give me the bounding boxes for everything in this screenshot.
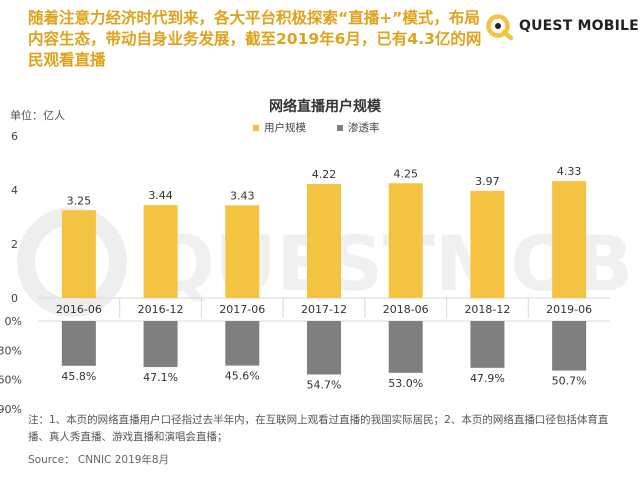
source-line: Source： CNNIC 2019年8月 (28, 454, 170, 466)
quest-mobile-logo-icon (486, 14, 514, 40)
bar-penetration-rate (61, 321, 96, 366)
y-tick-label-lower: 90% (0, 403, 22, 416)
penetration-value-label: 50.7% (552, 375, 587, 388)
bar-user-scale (143, 205, 178, 298)
bar-user-scale (470, 190, 505, 298)
bar-value-label: 3.97 (475, 175, 500, 188)
y-tick-label: 6 (11, 130, 18, 143)
chart-title: 网络直播用户规模 (269, 98, 382, 115)
logo-text: QUEST MOBILE (519, 18, 639, 34)
penetration-value-label: 45.8% (61, 370, 96, 383)
legend-label-1: 用户规模 (264, 121, 306, 134)
penetration-value-label: 54.7% (307, 378, 342, 391)
x-tick-label: 2019-06 (546, 303, 592, 316)
x-tick-label: 2017-06 (219, 303, 265, 316)
x-tick-label: 2016-12 (138, 303, 184, 316)
bar-penetration-rate (552, 321, 587, 371)
bar-penetration-rate (307, 321, 341, 375)
x-tick-label: 2018-06 (383, 303, 429, 316)
y-tick-label-lower: 0% (5, 315, 22, 328)
y-tick-label: 0 (11, 292, 18, 305)
x-tick-label: 2016-06 (56, 303, 102, 316)
legend-label-2: 渗透率 (348, 121, 380, 134)
quest-mobile-logo: QUEST MOBILE (484, 12, 639, 40)
bar-user-scale (388, 183, 423, 298)
bar-user-scale (61, 210, 96, 298)
penetration-value-label: 53.0% (388, 377, 423, 390)
footnote: 注：1、本页的网络直播用户口径指过去半年内，在互联网上观看过直播的我国实际居民；… (28, 414, 609, 443)
penetration-value-label: 47.9% (470, 372, 505, 385)
bar-value-label: 4.22 (312, 168, 337, 181)
bar-penetration-rate (143, 321, 178, 368)
bar-value-label: 3.44 (148, 189, 173, 202)
bar-value-label: 4.25 (393, 167, 418, 180)
bar-penetration-rate (470, 321, 505, 368)
headline: 随着注意力经济时代到来，各大平台积极探索“直播+”模式，布局内容生态，带动自身业… (28, 9, 482, 69)
bar-penetration-rate (388, 321, 423, 373)
y-tick-label: 2 (11, 238, 18, 251)
bar-user-scale (552, 181, 587, 298)
bar-penetration-rate (225, 321, 260, 366)
y-tick-label-lower: 60% (0, 374, 22, 387)
y-tick-label-lower: 30% (0, 344, 22, 357)
bar-user-scale (225, 205, 260, 298)
bar-value-label: 4.33 (557, 165, 582, 178)
bar-user-scale (307, 184, 341, 298)
legend-swatch-1 (253, 125, 259, 131)
penetration-value-label: 47.1% (143, 371, 178, 384)
penetration-value-label: 45.6% (225, 370, 260, 383)
unit-label: 单位：亿人 (10, 108, 65, 122)
bar-value-label: 3.25 (67, 194, 92, 207)
legend-swatch-2 (337, 125, 343, 131)
x-tick-label: 2018-12 (464, 303, 510, 316)
x-tick-label: 2017-12 (301, 303, 347, 316)
bar-value-label: 3.43 (230, 189, 255, 202)
y-tick-label: 4 (11, 184, 18, 197)
